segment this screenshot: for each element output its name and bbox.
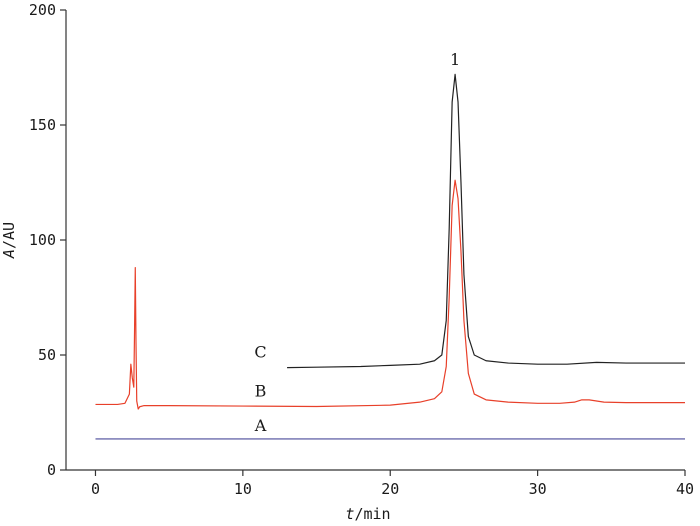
y-tick-label: 200 <box>29 1 56 19</box>
y-ticks: 0 50 100 150 200 <box>29 1 66 479</box>
trace-b-line <box>95 179 685 410</box>
trace-c-line <box>287 73 685 369</box>
x-ticks: 0 10 20 30 40 <box>91 470 694 498</box>
x-axis-label-italic: t <box>345 505 354 523</box>
traces <box>95 73 685 440</box>
y-tick-label: 100 <box>29 231 56 249</box>
y-axis-label-unit: /AU <box>0 222 18 249</box>
y-axis-label: A/AU <box>0 222 18 259</box>
annotation-c: C <box>254 342 266 361</box>
annotation-1: 1 <box>450 50 460 69</box>
y-tick-label: 0 <box>47 461 56 479</box>
annotations: 1 C BA <box>254 50 460 435</box>
y-axis-label-italic: A <box>0 249 18 259</box>
y-tick-label: 150 <box>29 116 56 134</box>
x-tick-label: 40 <box>676 480 694 498</box>
x-tick-label: 30 <box>529 480 547 498</box>
y-axis: 0 50 100 150 200 <box>29 1 67 479</box>
x-tick-label: 10 <box>234 480 252 498</box>
x-axis-label-unit: /min <box>354 505 390 523</box>
x-axis: 0 10 20 30 40 <box>66 469 694 498</box>
y-tick-label: 50 <box>38 346 56 364</box>
x-tick-label: 0 <box>91 480 100 498</box>
x-tick-label: 20 <box>381 480 399 498</box>
annotation-b: B <box>255 381 267 400</box>
x-axis-label: t/min <box>345 505 390 523</box>
annotation-a: A <box>254 416 267 435</box>
